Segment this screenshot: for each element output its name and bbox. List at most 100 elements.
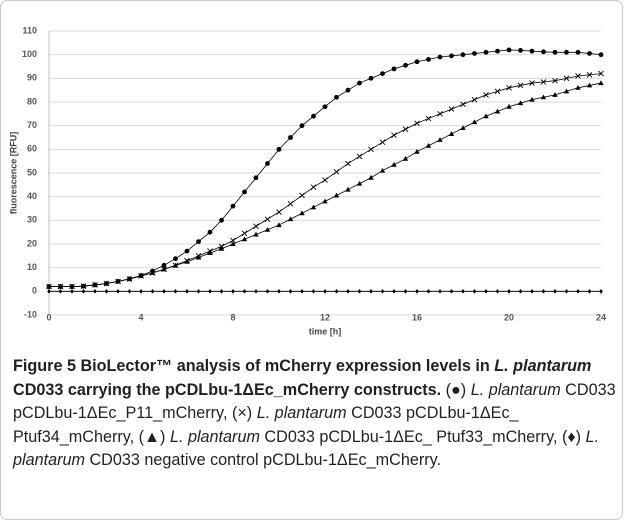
data-point xyxy=(587,289,592,294)
x-tick-label: 4 xyxy=(138,312,143,322)
data-point xyxy=(553,289,557,294)
data-point xyxy=(598,52,604,58)
data-point xyxy=(139,289,143,294)
data-point xyxy=(529,80,535,86)
x-tick-label: 8 xyxy=(230,312,235,322)
data-point xyxy=(104,289,109,294)
data-point xyxy=(230,237,236,244)
data-point xyxy=(276,209,282,215)
data-point xyxy=(599,289,603,294)
data-point xyxy=(471,119,478,125)
caption-text: CD033 pCDLbu-1ΔEc_P11_mCherry, (×) xyxy=(13,380,616,423)
data-point xyxy=(264,216,271,222)
caption-text: L. plantarum xyxy=(256,404,347,423)
data-point xyxy=(57,283,64,289)
data-point xyxy=(425,115,432,122)
data-point xyxy=(437,54,443,60)
data-point xyxy=(161,262,167,268)
data-point xyxy=(150,289,155,294)
data-point xyxy=(264,227,271,232)
data-point xyxy=(311,289,316,294)
data-point xyxy=(311,113,316,119)
data-point xyxy=(80,283,87,289)
data-point xyxy=(414,59,420,65)
data-point xyxy=(92,282,98,287)
data-point xyxy=(230,203,236,209)
data-point xyxy=(116,289,120,294)
data-point xyxy=(356,180,363,186)
data-point xyxy=(598,70,604,77)
data-point xyxy=(563,88,570,94)
data-point xyxy=(530,289,534,294)
y-tick-label: 90 xyxy=(27,73,37,83)
data-point xyxy=(541,289,546,294)
data-point xyxy=(425,142,432,148)
data-point xyxy=(184,258,190,264)
data-point xyxy=(299,123,305,129)
caption-text: L. plantarum xyxy=(470,380,561,399)
data-point xyxy=(322,177,328,183)
data-point xyxy=(368,146,374,153)
data-point xyxy=(402,156,409,161)
data-point xyxy=(219,289,224,294)
data-point xyxy=(323,289,327,294)
data-point xyxy=(575,49,581,55)
data-point xyxy=(287,200,294,207)
data-point xyxy=(241,236,248,242)
data-point xyxy=(460,52,466,58)
data-point xyxy=(379,139,386,146)
data-point xyxy=(310,184,317,191)
data-point xyxy=(598,80,604,86)
data-point xyxy=(564,289,569,294)
data-point xyxy=(576,289,580,294)
data-point xyxy=(391,66,397,72)
data-point xyxy=(586,71,593,78)
data-point xyxy=(103,280,110,286)
data-point xyxy=(218,245,225,251)
data-point xyxy=(287,216,294,222)
data-point xyxy=(127,289,132,294)
data-point xyxy=(391,132,397,138)
data-point xyxy=(483,113,489,119)
data-point xyxy=(472,51,477,56)
data-point xyxy=(254,289,258,294)
series xyxy=(46,47,604,289)
data-point xyxy=(93,289,97,294)
data-point xyxy=(47,289,51,294)
data-point xyxy=(276,222,282,228)
data-point xyxy=(402,126,409,133)
data-point xyxy=(58,289,63,294)
data-point xyxy=(345,186,351,192)
series xyxy=(46,80,604,289)
data-point xyxy=(403,289,408,294)
data-point xyxy=(541,49,546,55)
data-point xyxy=(231,289,235,294)
data-point xyxy=(162,289,166,294)
data-point xyxy=(494,88,501,95)
data-point xyxy=(253,223,259,230)
chart: fluorescence [RFU] time [h] -10010203040… xyxy=(8,25,606,336)
data-point xyxy=(115,278,121,284)
data-point xyxy=(368,75,374,81)
data-point xyxy=(333,192,340,198)
data-point xyxy=(207,250,213,255)
x-tick-label: 20 xyxy=(504,312,514,322)
data-point xyxy=(346,289,350,294)
y-tick-label: 20 xyxy=(27,238,37,248)
data-point xyxy=(460,101,466,108)
data-point xyxy=(173,256,178,262)
data-point xyxy=(334,94,339,100)
data-point xyxy=(265,161,270,166)
data-point xyxy=(392,289,396,294)
data-point xyxy=(586,82,593,88)
data-point xyxy=(552,49,558,55)
data-point xyxy=(369,289,373,294)
y-tick-label: 40 xyxy=(27,191,37,201)
caption-text: CD033 carrying the pCDLbu-1ΔEc_mCherry c… xyxy=(13,380,442,399)
data-point xyxy=(173,289,178,294)
data-point xyxy=(195,254,202,260)
data-point xyxy=(517,82,524,89)
data-point xyxy=(322,104,328,110)
data-point xyxy=(253,231,259,237)
